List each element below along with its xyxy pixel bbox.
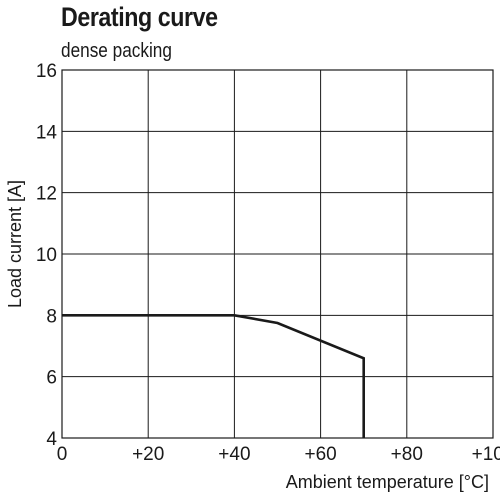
y-tick-label: 10 — [36, 245, 57, 266]
grid-layer — [62, 70, 493, 438]
y-tick-label: 6 — [46, 368, 57, 389]
x-tick-label: +60 — [304, 444, 336, 465]
x-tick-labels: 0 +20 +40 +60 +80 +100 — [57, 444, 500, 465]
chart-subtitle: dense packing — [61, 40, 172, 62]
x-tick-label: 0 — [57, 444, 68, 465]
x-axis-label: Ambient temperature [°C] — [286, 472, 489, 492]
y-axis-label: Load current [A] — [5, 180, 25, 308]
y-tick-labels: 4 6 8 10 12 14 16 — [36, 61, 58, 450]
y-tick-label: 16 — [36, 61, 57, 82]
y-tick-label: 8 — [46, 306, 57, 327]
x-tick-label: +100 — [472, 444, 500, 465]
y-tick-label: 4 — [46, 429, 57, 450]
y-tick-label: 14 — [36, 122, 58, 143]
derating-curve-line — [62, 313, 366, 438]
chart-title: Derating curve — [61, 2, 218, 32]
x-tick-label: +20 — [132, 444, 164, 465]
x-tick-label: +80 — [391, 444, 423, 465]
x-tick-label: +40 — [218, 444, 250, 465]
series-layer — [62, 313, 366, 438]
y-tick-label: 12 — [36, 184, 57, 205]
plot-area-frame — [61, 69, 494, 439]
